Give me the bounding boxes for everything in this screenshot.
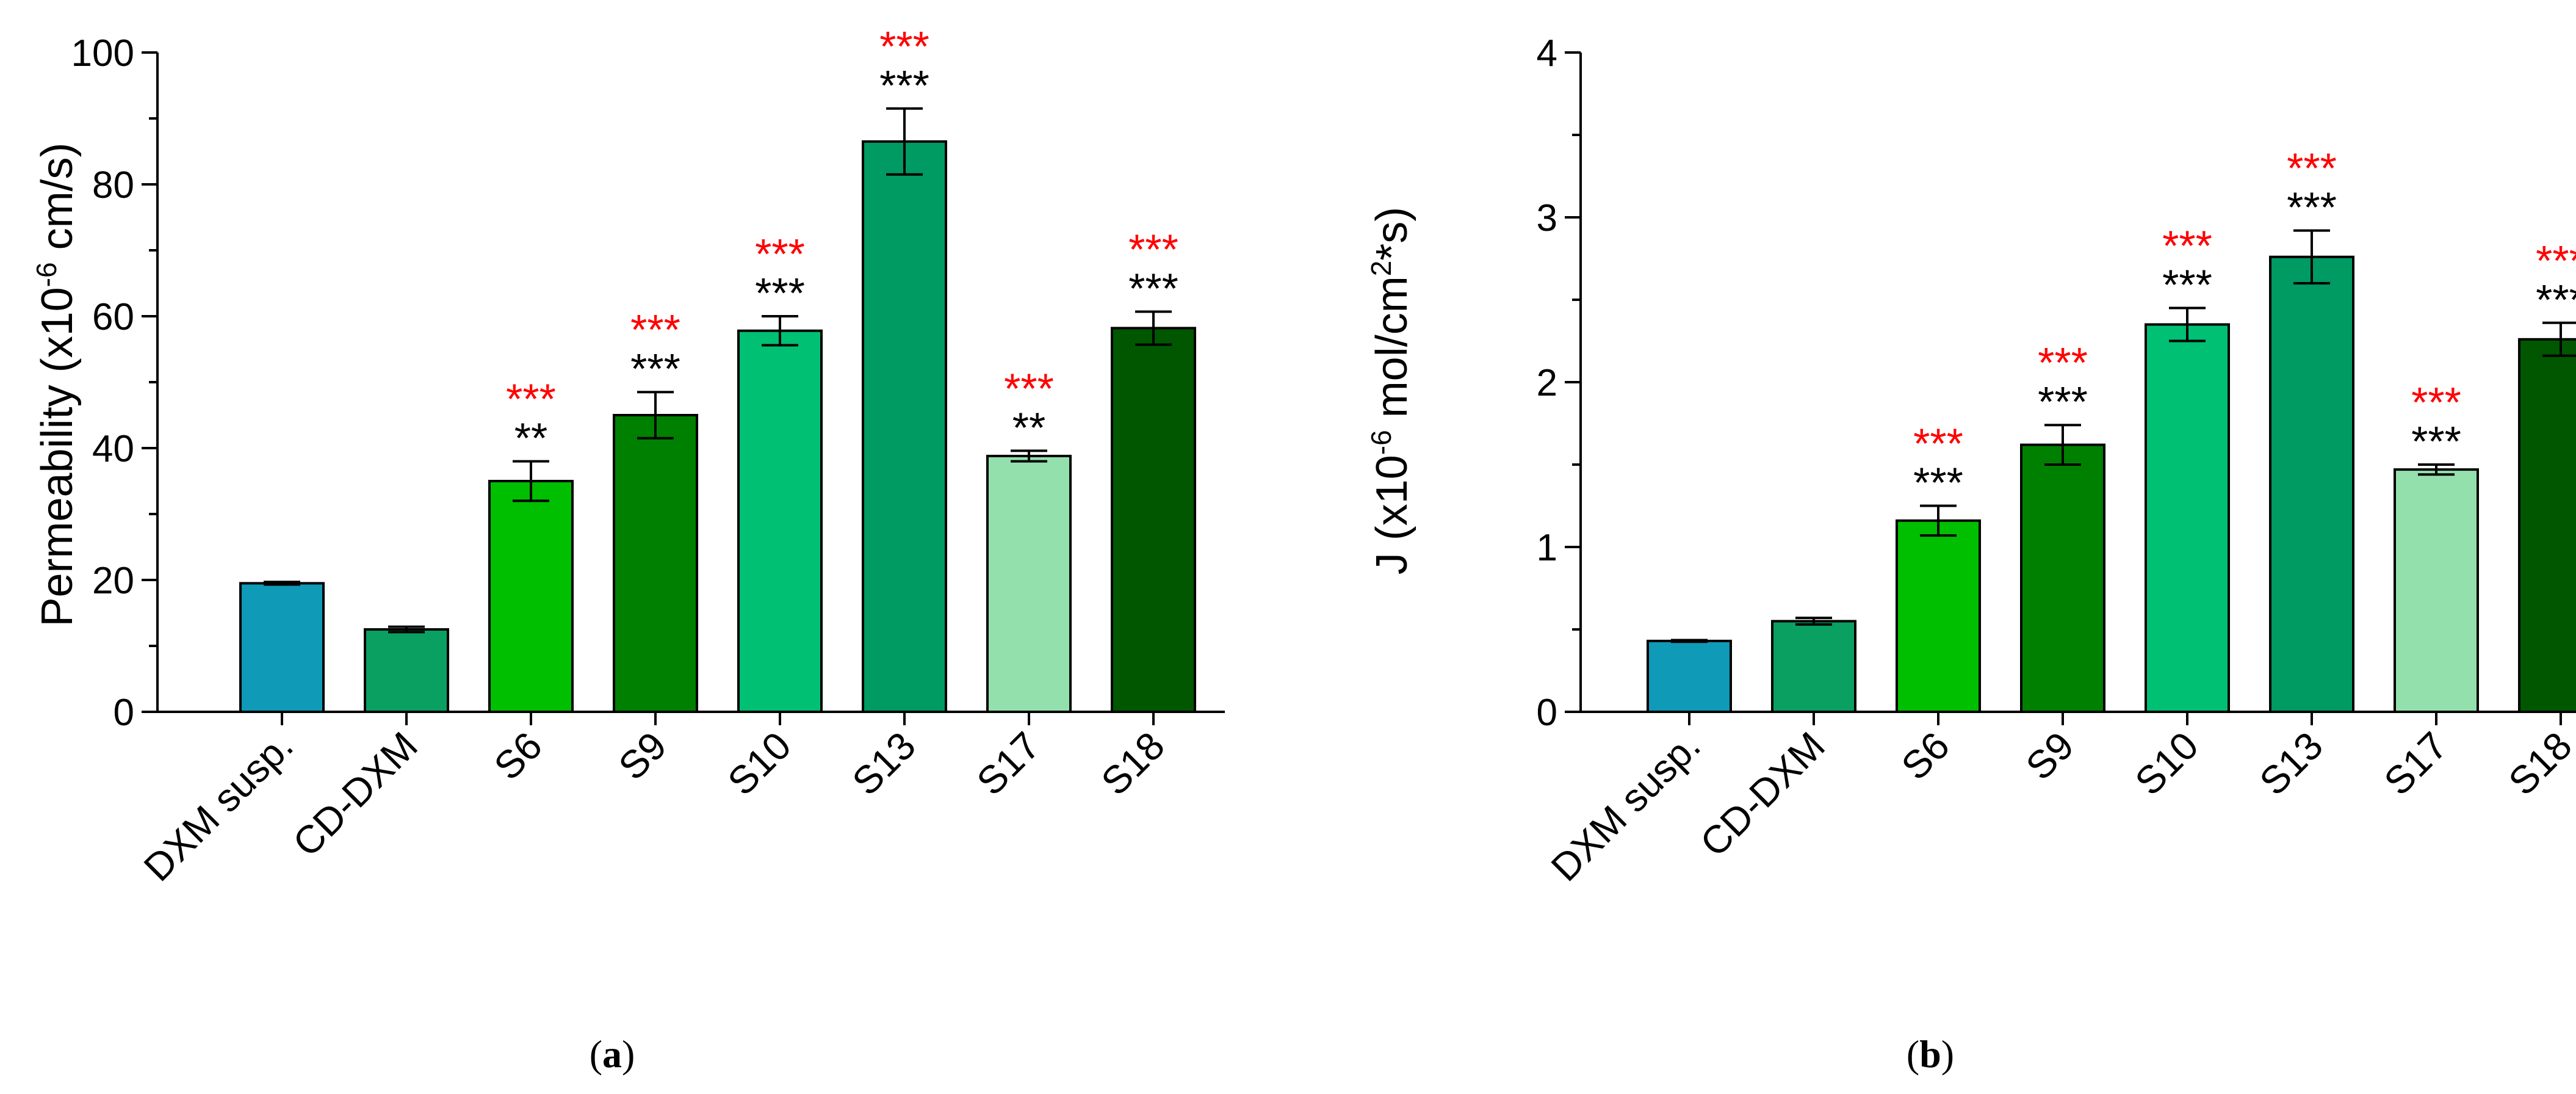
significance-red: ***: [1004, 364, 1054, 412]
bar-s6: [1896, 519, 1981, 713]
significance-red: ***: [2536, 237, 2576, 284]
significance-red: ***: [1128, 225, 1178, 273]
bar-s17: [2394, 468, 2479, 713]
error-bar: [637, 391, 674, 440]
error-bar: [264, 581, 300, 586]
error-bar: [1135, 310, 1172, 346]
error-bar: [886, 107, 923, 176]
significance-red: ***: [506, 375, 556, 423]
y-tick-label: 0: [1537, 692, 1557, 734]
y-tick-label: 0: [114, 692, 134, 734]
significance-black: ***: [2038, 378, 2088, 426]
significance-red: ***: [2411, 379, 2461, 426]
error-bar: [2293, 229, 2330, 284]
bar-dxm-susp-: [239, 582, 325, 714]
bar-s10: [2145, 323, 2230, 713]
panel-a-error-bars: [264, 107, 1172, 634]
significance-black: **: [514, 415, 547, 462]
bar-s17: [986, 454, 1072, 714]
significance-black: ***: [1128, 264, 1178, 312]
significance-black: ***: [2287, 184, 2337, 231]
significance-black: ***: [630, 345, 680, 393]
x-tick-label: S17: [2375, 723, 2455, 803]
y-tick-label: 40: [92, 428, 134, 470]
bar-s18: [2518, 338, 2576, 713]
bar-s13: [2269, 255, 2354, 713]
significance-black: ***: [2536, 276, 2576, 324]
y-tick-label: 20: [92, 560, 134, 602]
bar-dxm-susp-: [1647, 639, 1732, 714]
x-tick-label: DXM susp.: [1543, 723, 1709, 889]
y-tick-label: 3: [1537, 197, 1557, 239]
significance-black: ***: [1913, 459, 1963, 507]
x-tick-label: S10: [2126, 723, 2206, 803]
x-tick-label: S9: [610, 723, 675, 788]
panel-b-y-axis-label: J (x10-6 mol/cm2*s): [1365, 207, 1416, 575]
panel-a-bars: [239, 140, 1196, 714]
panel-b-significance-marks: ************************************: [1913, 145, 2576, 507]
x-tick-label: S18: [2500, 723, 2576, 803]
x-tick-label: DXM susp.: [135, 723, 301, 889]
error-bar: [1795, 617, 1832, 626]
significance-black: ***: [2162, 261, 2212, 309]
bar-s13: [862, 140, 947, 714]
panel-b-axes: [1565, 51, 2562, 725]
error-bar: [2169, 306, 2206, 342]
panel-b-error-bars: [1671, 229, 2576, 643]
y-tick-label: 1: [1537, 527, 1557, 569]
significance-black: ***: [2411, 418, 2461, 465]
bar-s6: [488, 480, 574, 713]
error-bar: [1920, 504, 1957, 537]
bar-s18: [1111, 327, 1196, 713]
y-tick-label: 60: [92, 296, 134, 338]
significance-red: ***: [879, 23, 929, 70]
x-tick-label: S13: [2251, 723, 2331, 803]
bar-s9: [613, 414, 698, 713]
panel-a: ********************************** DXM s…: [31, 23, 1225, 1076]
x-tick-label: CD-DXM: [1692, 723, 1833, 865]
x-tick-label: S18: [1092, 723, 1172, 803]
x-tick-label: S17: [968, 723, 1048, 803]
x-tick-label: S9: [2018, 723, 2082, 788]
significance-red: ***: [2287, 145, 2337, 192]
x-tick-label: S10: [719, 723, 799, 803]
panel-a-axes: [142, 51, 1225, 725]
error-bar: [762, 315, 798, 347]
x-tick-label: CD-DXM: [284, 723, 426, 865]
x-tick-label: S6: [1893, 723, 1958, 788]
significance-black: **: [1012, 404, 1045, 451]
bar-s9: [2020, 443, 2105, 713]
bar-cd-dxm: [364, 628, 449, 713]
x-tick-label: S6: [486, 723, 550, 788]
error-bar: [2044, 424, 2081, 466]
significance-red: ***: [1913, 420, 1963, 468]
panel-b-bars: [1647, 255, 2576, 714]
x-tick-label: S13: [843, 723, 923, 803]
significance-red: ***: [755, 230, 805, 278]
error-bar: [388, 625, 425, 634]
y-tick-label: 80: [92, 164, 134, 206]
error-bar: [1011, 449, 1047, 463]
panel-a-caption: (a): [590, 1032, 635, 1076]
significance-red: ***: [2162, 222, 2212, 270]
panel-b-caption: (b): [1907, 1032, 1954, 1076]
error-bar: [513, 460, 549, 502]
y-tick-label: 2: [1537, 362, 1557, 404]
error-bar: [1671, 639, 1708, 643]
significance-red: ***: [630, 306, 680, 353]
significance-black: ***: [879, 62, 929, 109]
y-tick-label: 4: [1537, 32, 1557, 74]
panel-a-y-axis-label: Permeability (x10-6 cm/s): [31, 142, 82, 626]
y-tick-label: 100: [71, 32, 134, 74]
significance-black: ***: [755, 269, 805, 317]
bar-s10: [737, 329, 823, 713]
error-bar: [2542, 321, 2576, 357]
bar-cd-dxm: [1771, 620, 1856, 713]
panel-a-significance-marks: **********************************: [506, 23, 1178, 462]
significance-red: ***: [2038, 339, 2088, 386]
panel-b: ************************************ DXM…: [1365, 32, 2576, 1076]
error-bar: [2418, 463, 2455, 476]
